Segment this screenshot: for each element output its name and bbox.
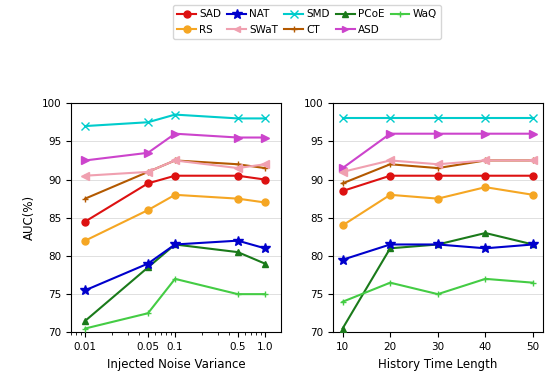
Y-axis label: AUC(%): AUC(%): [24, 195, 36, 240]
Legend: SAD, RS, NAT, SWaT, SMD, CT, PCoE, ASD, WaQ: SAD, RS, NAT, SWaT, SMD, CT, PCoE, ASD, …: [173, 5, 441, 39]
X-axis label: Injected Noise Variance: Injected Noise Variance: [107, 358, 246, 371]
X-axis label: History Time Length: History Time Length: [378, 358, 498, 371]
